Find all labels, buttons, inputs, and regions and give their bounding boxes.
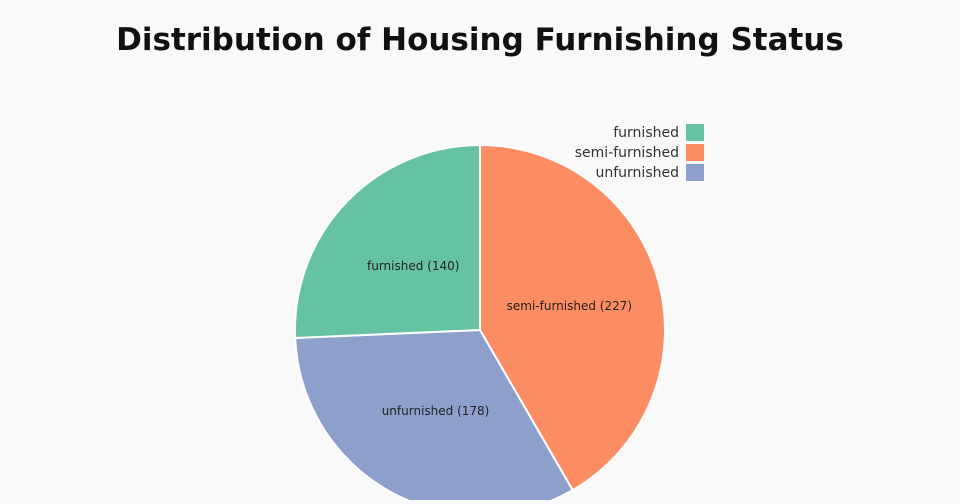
chart-title: Distribution of Housing Furnishing Statu… [116, 22, 844, 58]
slice-label-semi-furnished: semi-furnished (227) [507, 299, 632, 313]
pie-slice-semi-furnished[interactable] [479, 143, 666, 492]
legend-item-semi-furnished[interactable]: semi-furnished [575, 144, 704, 161]
legend-label-furnished: furnished [613, 124, 679, 141]
legend-swatch-unfurnished [686, 164, 704, 181]
pie-slice-furnished[interactable] [294, 143, 481, 340]
pie-slice-unfurnished[interactable] [294, 328, 575, 504]
slice-label-unfurnished: unfurnished (178) [382, 404, 490, 418]
legend-label-unfurnished: unfurnished [595, 164, 680, 181]
legend-label-semi-furnished: semi-furnished [574, 144, 679, 161]
legend-swatch-furnished [686, 124, 704, 141]
legend-item-furnished[interactable]: furnished [575, 124, 704, 141]
legend-swatch-semi-furnished [686, 144, 704, 161]
legend-item-unfurnished[interactable]: unfurnished [575, 164, 704, 181]
slice-label-furnished: furnished (140) [367, 259, 459, 273]
legend: furnished semi-furnished unfurnished [575, 124, 704, 181]
